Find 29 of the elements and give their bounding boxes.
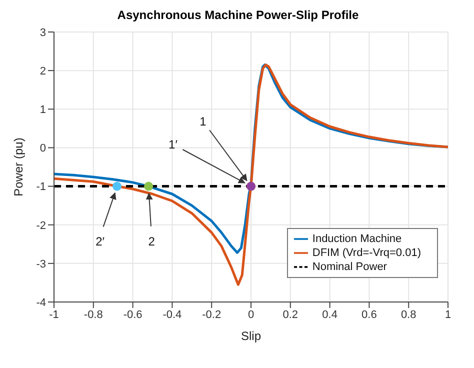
y-tick-label: -4 [36,296,46,309]
x-tick-label: -0.8 [84,308,103,321]
y-tick-label: -1 [36,181,46,194]
x-axis-title: Slip [240,329,262,343]
x-tick-label: 0.6 [362,308,377,321]
x-tick-label: 0.2 [282,308,298,321]
x-tick-label: -0.4 [162,308,182,321]
y-tick-label: 2 [40,65,46,78]
x-tick-label: -1 [49,308,59,321]
annotation: 2 [148,234,156,248]
y-axis-title: Power (pu) [11,138,26,196]
y-tick-label: -3 [36,258,46,270]
y-tick-label: 0 [40,142,46,155]
x-tick-label: -0.6 [123,308,142,321]
x-tick-label: 0.4 [322,308,338,321]
y-tick-label: -2 [36,220,46,232]
y-tick-label: 3 [40,26,46,39]
y-tick-label: 1 [40,104,46,116]
annotation: 1′ [168,137,178,152]
annotation: 2′ [96,234,106,248]
legend-label: Induction Machine [312,232,402,245]
annotation: 1 [200,114,207,128]
x-tick-label: 1 [444,308,452,321]
legend-label: DFIM (Vrd=-Vrq=0.01) [312,246,421,259]
x-tick-label: 0.8 [400,308,416,321]
legend-label: Nominal Power [312,260,387,273]
chart-title: Asynchronous Machine Power-Slip Profile [116,8,360,22]
x-tick-label: -0.2 [202,308,222,321]
x-tick-label: 0 [248,308,254,321]
